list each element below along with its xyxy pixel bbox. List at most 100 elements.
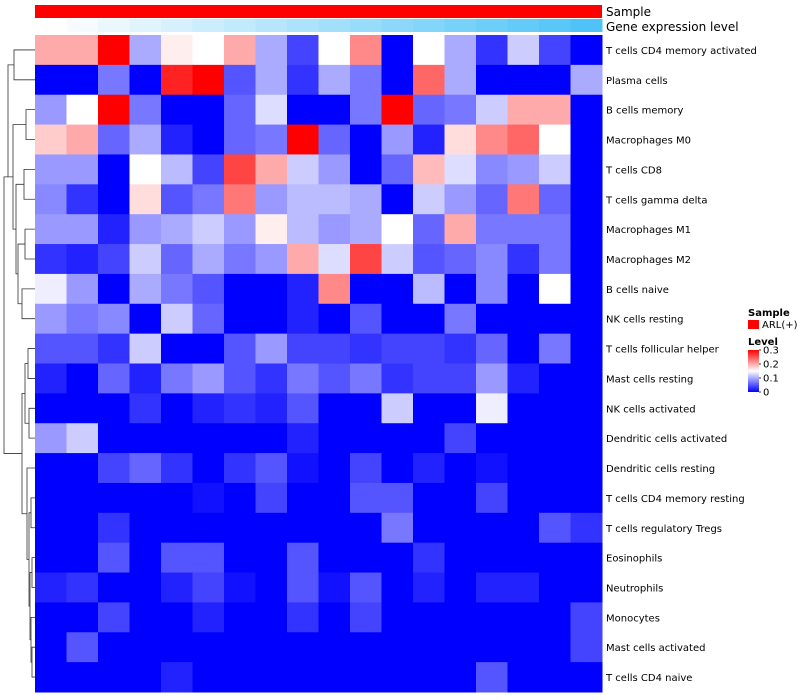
heatmap-cell [161, 94, 193, 126]
row-label: T cells gamma delta [605, 195, 707, 206]
heatmap-cell [129, 184, 162, 215]
heatmap-cell [350, 244, 382, 275]
heatmap-cell [66, 184, 99, 215]
heatmap-cell [350, 542, 382, 574]
heatmap-cell [444, 602, 477, 633]
heatmap-cell [35, 423, 67, 454]
row-label: B cells naive [606, 285, 669, 296]
heatmap-cell [98, 482, 130, 514]
heatmap-cell [224, 35, 256, 66]
heatmap-cell [570, 572, 603, 603]
heatmap-cell [444, 184, 477, 215]
heatmap-cell [350, 512, 382, 544]
legend-level-tick-label: 0.3 [763, 346, 779, 357]
heatmap-cell [255, 542, 288, 574]
heatmap-cell [66, 363, 99, 394]
gene-expression-bar-cell [318, 19, 351, 32]
heatmap-cell [539, 64, 571, 96]
heatmap-cell [192, 572, 225, 603]
heatmap-cell [476, 453, 508, 484]
row-label: T cells follicular helper [605, 345, 720, 356]
heatmap-cell [570, 303, 603, 335]
heatmap-cell [318, 482, 351, 514]
legend-level-ticks: 0.3 0.2 0.1 0 [759, 346, 779, 399]
heatmap-cell [444, 662, 477, 693]
heatmap-cell [287, 303, 319, 335]
heatmap-cell [413, 94, 445, 126]
heatmap-cell [224, 303, 256, 335]
heatmap-cell [35, 303, 67, 335]
heatmap-cell [129, 453, 162, 484]
heatmap-cell [66, 273, 99, 305]
heatmap-cell [539, 94, 571, 126]
heatmap-cell [381, 124, 414, 155]
heatmap-cell [287, 244, 319, 275]
heatmap-cell [476, 393, 508, 424]
heatmap-cell [192, 244, 225, 275]
heatmap-cell [350, 64, 382, 96]
dendrogram-branch [31, 557, 35, 588]
heatmap-cell [413, 214, 445, 245]
heatmap-cell [161, 154, 193, 185]
heatmap-cell [129, 244, 162, 275]
heatmap-cell [98, 632, 130, 663]
heatmap-cell [161, 184, 193, 215]
heatmap-cell [161, 423, 193, 454]
heatmap-cell [35, 273, 67, 305]
heatmap-cell [255, 214, 288, 245]
heatmap-cell [66, 35, 99, 66]
heatmap-cell [381, 273, 414, 305]
gene-expression-bar-cell [444, 19, 477, 32]
heatmap-cell [255, 423, 288, 454]
heatmap-cell [98, 542, 130, 574]
heatmap-cell [413, 512, 445, 544]
heatmap-cell [129, 273, 162, 305]
heatmap-cell [570, 632, 603, 663]
heatmap-cell [381, 632, 414, 663]
heatmap-cell [35, 512, 67, 544]
heatmap-cell [287, 214, 319, 245]
legend-level-tick-label: 0.1 [763, 374, 779, 385]
heatmap-cell [66, 124, 99, 155]
heatmap-cell [507, 35, 540, 66]
heatmap-cell [35, 482, 67, 514]
heatmap-cell [66, 393, 99, 424]
heatmap-cell [192, 94, 225, 126]
heatmap-cell [98, 363, 130, 394]
heatmap-cell [161, 512, 193, 544]
row-label: T cells CD4 memory activated [605, 46, 757, 57]
heatmap-cell [476, 184, 508, 215]
heatmap-cell [318, 244, 351, 275]
row-label: T cells CD8 [605, 165, 662, 176]
heatmap-cell [192, 512, 225, 544]
heatmap-cell [287, 662, 319, 693]
heatmap-cell [350, 423, 382, 454]
heatmap-cell [570, 124, 603, 155]
heatmap-cell [129, 35, 162, 66]
heatmap-cell [444, 64, 477, 96]
heatmap-cell [66, 214, 99, 245]
heatmap-cell [539, 512, 571, 544]
heatmap-cell [476, 214, 508, 245]
gene-expression-bar-cell [476, 19, 508, 32]
heatmap-cell [192, 64, 225, 96]
heatmap-cell [98, 94, 130, 126]
heatmap-cell [318, 154, 351, 185]
heatmap-cell [507, 542, 540, 574]
heatmap-cell [318, 214, 351, 245]
heatmap-cell [507, 303, 540, 335]
heatmap-cell [476, 542, 508, 574]
heatmap-cell [476, 333, 508, 364]
sample-annotation-label: Sample [606, 5, 651, 19]
heatmap-cell [381, 244, 414, 275]
gene-expression-bar-cell [413, 19, 445, 32]
heatmap-cell [413, 393, 445, 424]
gene-expression-bar-cell [224, 19, 256, 32]
heatmap-cell [318, 184, 351, 215]
heatmap-cell [192, 423, 225, 454]
heatmap-cell [476, 244, 508, 275]
heatmap-cell [444, 482, 477, 514]
heatmap-cell [539, 244, 571, 275]
heatmap-cell [507, 273, 540, 305]
